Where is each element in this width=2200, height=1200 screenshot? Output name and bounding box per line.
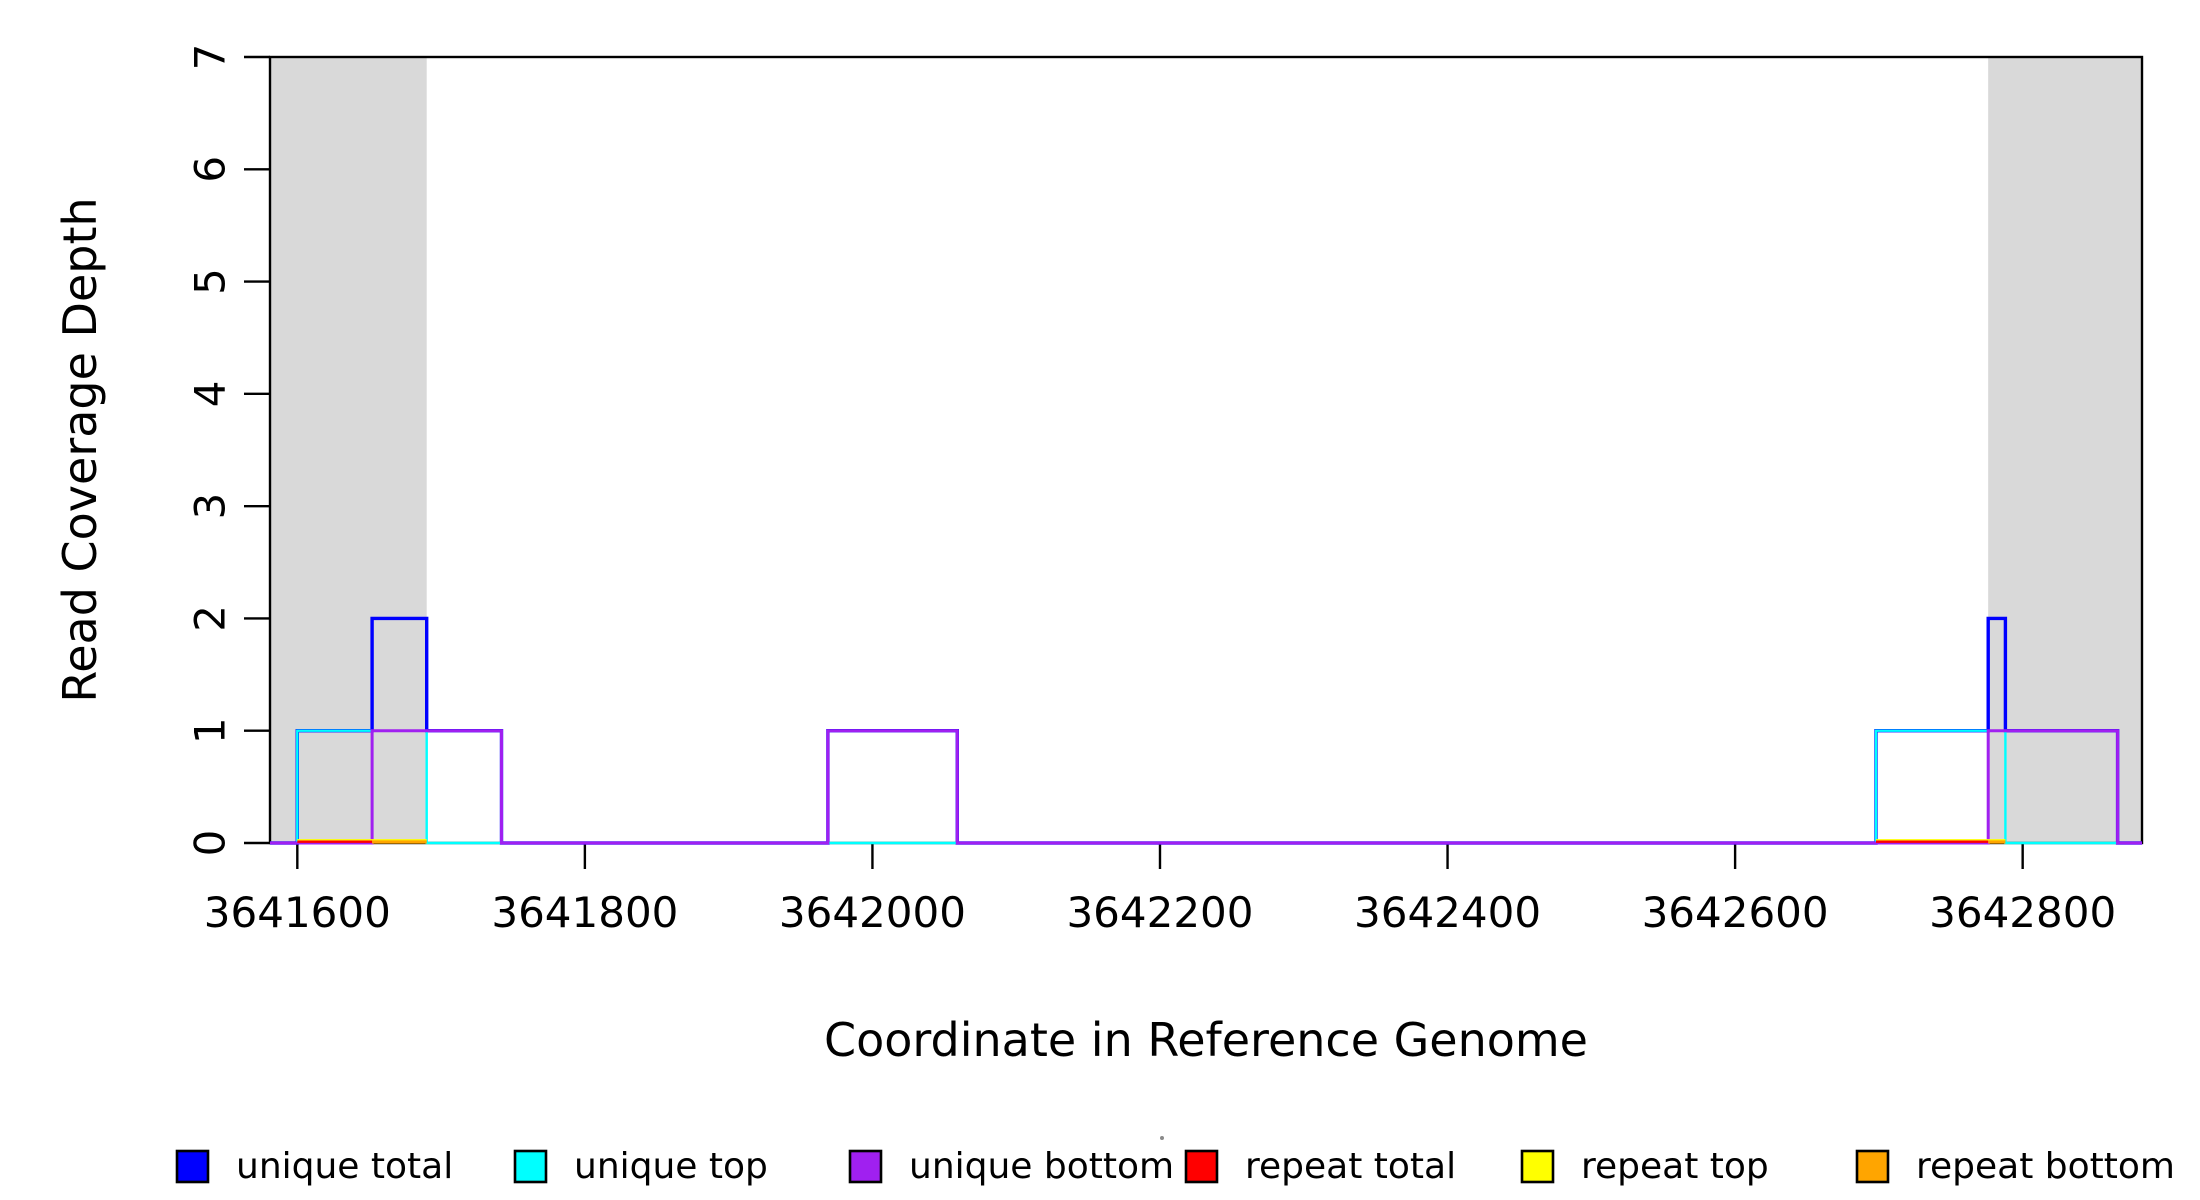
repeat-region-shading-0	[270, 57, 427, 843]
x-tick-label-6: 3642800	[1929, 888, 2116, 937]
legend-item-repeat-bottom: repeat bottom	[1855, 1146, 2175, 1187]
legend-swatch-unique-total	[175, 1149, 210, 1184]
y-tick-label-3: 3	[186, 493, 235, 520]
legend-item-repeat-top: repeat top	[1520, 1146, 1769, 1187]
y-tick-label-5: 5	[186, 268, 235, 295]
legend-swatch-unique-bottom	[848, 1149, 883, 1184]
series-line-unique-bottom	[270, 729, 2142, 845]
y-tick-label-1: 1	[186, 717, 235, 744]
legend-swatch-repeat-bottom	[1855, 1149, 1890, 1184]
legend-label-unique-bottom: unique bottom	[909, 1146, 1174, 1187]
legend-label-repeat-bottom: repeat bottom	[1916, 1146, 2175, 1187]
plot-border	[268, 55, 2144, 845]
stray-dot	[1160, 1136, 1164, 1140]
series-line-unique-top	[270, 729, 2142, 845]
legend-item-repeat-total: repeat total	[1184, 1146, 1456, 1187]
x-tick-label-0: 3641600	[204, 888, 391, 937]
legend-swatch-repeat-top	[1520, 1149, 1555, 1184]
x-tick-label-5: 3642600	[1642, 888, 1829, 937]
legend-swatch-repeat-total	[1184, 1149, 1219, 1184]
legend-label-unique-total: unique total	[236, 1146, 453, 1187]
legend-item-unique-top: unique top	[513, 1146, 768, 1187]
y-tick-label-2: 2	[186, 605, 235, 632]
x-axis-title: Coordinate in Reference Genome	[824, 1013, 1588, 1067]
y-tick-label-0: 0	[186, 830, 235, 857]
y-tick-label-6: 6	[186, 156, 235, 183]
legend-swatch-unique-top	[513, 1149, 548, 1184]
legend-item-unique-total: unique total	[175, 1146, 453, 1187]
legend-item-unique-bottom: unique bottom	[848, 1146, 1174, 1187]
x-tick-label-1: 3641800	[491, 888, 678, 937]
x-tick-label-4: 3642400	[1354, 888, 1541, 937]
legend-label-repeat-total: repeat total	[1245, 1146, 1456, 1187]
y-tick-label-7: 7	[186, 44, 235, 71]
legend-label-repeat-top: repeat top	[1581, 1146, 1769, 1187]
x-tick-label-3: 3642200	[1066, 888, 1253, 937]
y-axis-title: Read Coverage Depth	[53, 197, 107, 702]
x-tick-label-2: 3642000	[779, 888, 966, 937]
legend-label-unique-top: unique top	[574, 1146, 768, 1187]
series-line-unique-total	[270, 616, 2142, 845]
repeat-region-shading-1	[1988, 57, 2142, 843]
y-tick-label-4: 4	[186, 380, 235, 407]
